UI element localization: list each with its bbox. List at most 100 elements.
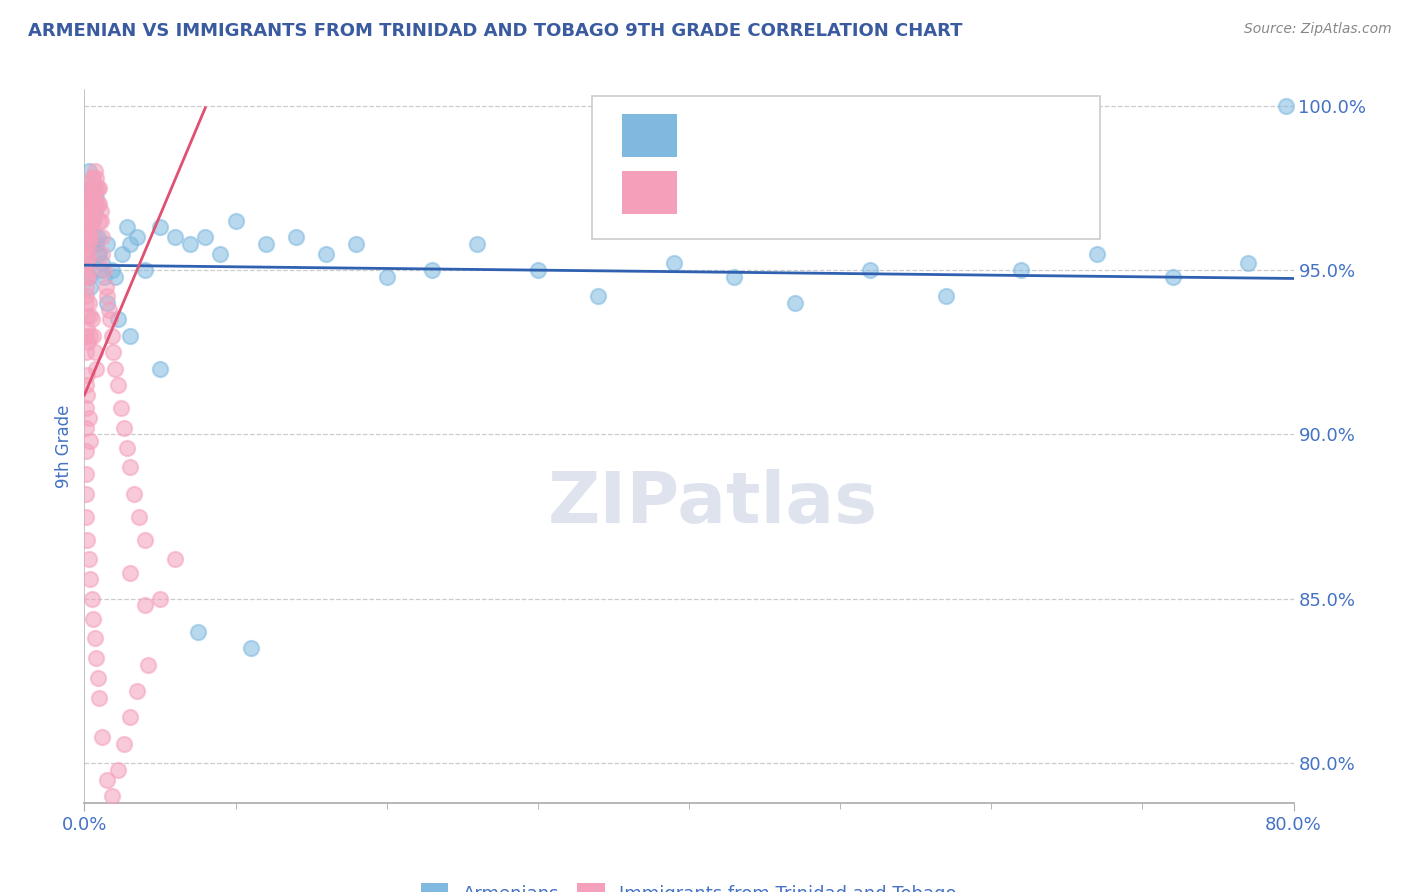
- Point: [89, 213, 111, 227]
- Point: [84, 230, 107, 244]
- Point: [187, 624, 209, 639]
- Point: [112, 737, 135, 751]
- Point: [76, 246, 98, 260]
- Point: [94, 279, 117, 293]
- Point: [75, 296, 97, 310]
- Point: [80, 203, 103, 218]
- Point: [89, 690, 111, 705]
- Point: [118, 566, 141, 580]
- Point: [76, 309, 98, 323]
- Point: [588, 289, 610, 303]
- Y-axis label: 9th Grade: 9th Grade: [55, 404, 73, 488]
- Point: [75, 263, 97, 277]
- Point: [79, 279, 101, 293]
- Point: [859, 263, 882, 277]
- Point: [75, 401, 97, 416]
- Point: [77, 296, 100, 310]
- Point: [87, 197, 110, 211]
- Point: [75, 230, 97, 244]
- Point: [77, 552, 100, 566]
- Point: [76, 533, 98, 547]
- Point: [86, 171, 108, 186]
- Point: [783, 296, 806, 310]
- Point: [75, 509, 97, 524]
- Point: [87, 246, 110, 260]
- Point: [80, 213, 103, 227]
- Point: [76, 256, 98, 270]
- Point: [91, 730, 114, 744]
- Point: [79, 181, 101, 195]
- Point: [77, 335, 100, 350]
- Point: [89, 181, 111, 195]
- Point: [75, 345, 97, 359]
- Point: [86, 181, 108, 195]
- Point: [90, 203, 112, 218]
- Point: [82, 612, 104, 626]
- Point: [77, 213, 100, 227]
- Point: [80, 591, 103, 606]
- Point: [375, 269, 398, 284]
- Point: [134, 533, 156, 547]
- Point: [136, 657, 159, 672]
- Point: [194, 230, 217, 244]
- Point: [90, 263, 112, 277]
- Point: [179, 236, 201, 251]
- Point: [79, 230, 101, 244]
- Point: [118, 460, 141, 475]
- Point: [526, 263, 548, 277]
- Point: [225, 213, 247, 227]
- Point: [79, 203, 101, 218]
- Point: [87, 671, 110, 685]
- Point: [77, 269, 100, 284]
- Text: Source: ZipAtlas.com: Source: ZipAtlas.com: [1244, 22, 1392, 37]
- Point: [149, 361, 172, 376]
- Point: [75, 213, 97, 227]
- Point: [128, 509, 150, 524]
- Point: [107, 312, 129, 326]
- Point: [76, 388, 98, 402]
- Point: [80, 181, 103, 195]
- Point: [86, 236, 108, 251]
- Point: [77, 269, 100, 284]
- Point: [115, 441, 138, 455]
- Point: [90, 213, 112, 227]
- Point: [76, 224, 98, 238]
- Point: [86, 197, 108, 211]
- Point: [84, 197, 107, 211]
- Point: [79, 572, 101, 586]
- Point: [107, 763, 129, 777]
- Point: [93, 269, 115, 284]
- Point: [101, 345, 124, 359]
- Point: [209, 246, 232, 260]
- Point: [80, 171, 103, 186]
- Point: [118, 236, 141, 251]
- Bar: [623, 114, 676, 157]
- Point: [75, 444, 97, 458]
- Point: [93, 263, 115, 277]
- Point: [82, 171, 104, 186]
- Point: [77, 411, 100, 425]
- Point: [96, 236, 118, 251]
- Point: [84, 164, 107, 178]
- Point: [112, 421, 135, 435]
- Point: [80, 203, 103, 218]
- Point: [935, 289, 957, 303]
- Point: [82, 213, 104, 227]
- Point: [91, 256, 114, 270]
- Point: [107, 378, 129, 392]
- Point: [163, 552, 186, 566]
- Point: [84, 181, 107, 195]
- Text: R =   0.246   N = 114: R = 0.246 N = 114: [689, 182, 883, 200]
- Point: [89, 197, 111, 211]
- Point: [77, 203, 100, 218]
- Point: [80, 191, 103, 205]
- Point: [346, 236, 368, 251]
- Point: [87, 230, 110, 244]
- Point: [89, 246, 111, 260]
- Bar: [623, 171, 676, 214]
- Point: [254, 236, 277, 251]
- Point: [723, 269, 745, 284]
- Text: ZIPatlas: ZIPatlas: [548, 468, 879, 538]
- Point: [315, 246, 337, 260]
- Point: [420, 263, 443, 277]
